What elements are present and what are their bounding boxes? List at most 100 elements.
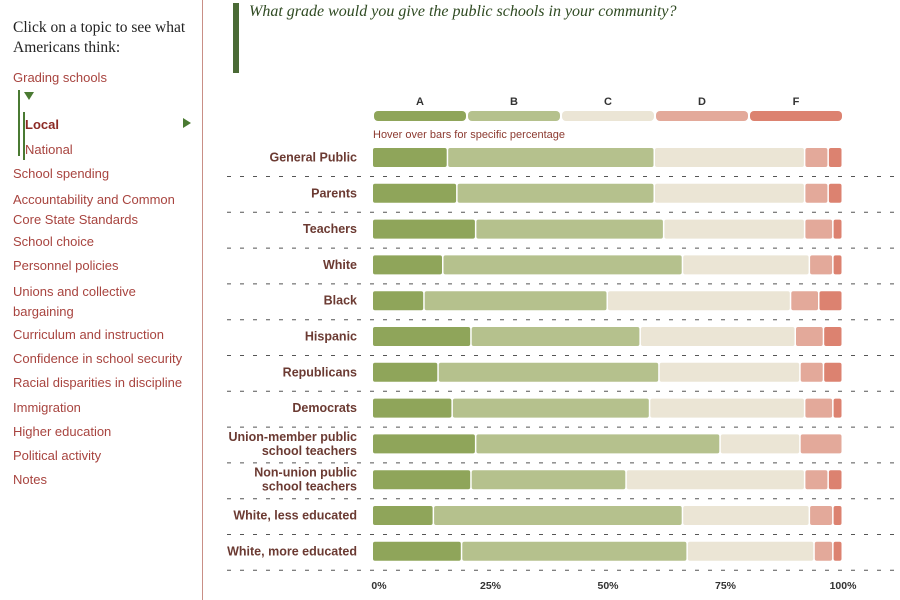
bar-segment-b[interactable] bbox=[471, 327, 640, 346]
question-accent-bar bbox=[233, 3, 239, 73]
bar-segment-c[interactable] bbox=[608, 291, 790, 311]
nav-school-security[interactable]: Confidence in school security bbox=[13, 351, 183, 366]
nav-unions[interactable]: Unions and collective bargaining bbox=[13, 284, 136, 319]
nav-accountability[interactable]: Accountability and Common Core State Sta… bbox=[13, 192, 175, 227]
bar-segment-a[interactable] bbox=[373, 255, 442, 275]
hover-hint: Hover over bars for specific percentage bbox=[373, 129, 565, 141]
nav-school-choice[interactable]: School choice bbox=[13, 234, 94, 249]
bar-segment-d[interactable] bbox=[805, 219, 833, 239]
nav-curriculum[interactable]: Curriculum and instruction bbox=[13, 327, 165, 342]
bar-segment-d[interactable] bbox=[805, 398, 833, 418]
bar-segment-a[interactable] bbox=[373, 470, 471, 490]
bar-segment-a[interactable] bbox=[373, 327, 471, 346]
bar-segment-c[interactable] bbox=[650, 398, 804, 418]
bar-segment-b[interactable] bbox=[457, 183, 654, 203]
x-tick-label: 100% bbox=[830, 580, 858, 592]
bar-segment-b[interactable] bbox=[452, 398, 649, 418]
legend-label-c: C bbox=[604, 96, 612, 108]
bar-segment-a[interactable] bbox=[373, 291, 424, 311]
bar-segment-a[interactable] bbox=[373, 362, 438, 382]
bar-segment-a[interactable] bbox=[373, 183, 457, 203]
bar-segment-b[interactable] bbox=[462, 541, 687, 561]
bar-segment-b[interactable] bbox=[448, 148, 654, 167]
bar-segment-d[interactable] bbox=[810, 255, 833, 275]
legend-label-f: F bbox=[793, 96, 800, 108]
bar-segment-c[interactable] bbox=[659, 362, 800, 382]
bar-segment-f[interactable] bbox=[833, 219, 842, 239]
category-label: Teachers bbox=[303, 222, 357, 236]
bar-segment-b[interactable] bbox=[471, 470, 626, 490]
bar-segment-a[interactable] bbox=[373, 434, 475, 454]
bar-segment-f[interactable] bbox=[819, 291, 842, 311]
x-tick-label: 25% bbox=[480, 580, 502, 592]
nav-racial-disparities[interactable]: Racial disparities in discipline bbox=[13, 375, 183, 390]
category-label: White, less educated bbox=[233, 509, 357, 523]
active-arrow-icon bbox=[183, 118, 191, 128]
bar-segment-f[interactable] bbox=[824, 362, 842, 382]
bar-segment-d[interactable] bbox=[805, 470, 828, 490]
nav-grading-schools[interactable]: Grading schools bbox=[13, 70, 107, 85]
legend-swatch-c bbox=[562, 111, 654, 121]
category-label: White, more educated bbox=[227, 544, 357, 558]
bar-segment-a[interactable] bbox=[373, 148, 447, 167]
category-label: Black bbox=[324, 294, 357, 308]
bar-segment-c[interactable] bbox=[683, 506, 809, 525]
bar-segment-a[interactable] bbox=[373, 506, 433, 525]
bar-segment-d[interactable] bbox=[791, 291, 818, 311]
bar-segment-d[interactable] bbox=[796, 327, 823, 346]
chart-question: What grade would you give the public sch… bbox=[249, 3, 677, 20]
bar-segment-f[interactable] bbox=[828, 470, 842, 490]
bar-segment-c[interactable] bbox=[655, 148, 804, 167]
nav-local[interactable]: Local bbox=[25, 117, 59, 132]
category-label: Parents bbox=[311, 186, 357, 200]
category-label: Republicans bbox=[283, 365, 357, 379]
bar-segment-b[interactable] bbox=[424, 291, 607, 311]
bar-segment-f[interactable] bbox=[833, 255, 842, 275]
bar-segment-c[interactable] bbox=[720, 434, 800, 454]
category-label: Democrats bbox=[292, 401, 357, 415]
bar-segment-c[interactable] bbox=[687, 541, 814, 561]
legend-label-b: B bbox=[510, 96, 518, 108]
category-label: Non-union public school teachers bbox=[254, 466, 357, 494]
bar-segment-d[interactable] bbox=[800, 434, 842, 454]
bar-segment-d[interactable] bbox=[805, 183, 828, 203]
bar-segment-a[interactable] bbox=[373, 219, 475, 239]
bar-segment-a[interactable] bbox=[373, 541, 461, 561]
bar-segment-c[interactable] bbox=[626, 470, 804, 490]
nav-personnel-policies[interactable]: Personnel policies bbox=[13, 258, 119, 273]
bar-segment-f[interactable] bbox=[833, 541, 842, 561]
bar-segment-d[interactable] bbox=[800, 362, 823, 382]
bar-segment-b[interactable] bbox=[438, 362, 659, 382]
bar-segment-f[interactable] bbox=[824, 327, 842, 346]
category-label: Hispanic bbox=[305, 330, 357, 344]
category-label: White bbox=[323, 258, 357, 272]
nav-political-activity[interactable]: Political activity bbox=[13, 448, 102, 463]
bar-segment-c[interactable] bbox=[664, 219, 804, 239]
bar-segment-d[interactable] bbox=[810, 506, 833, 525]
bar-segment-b[interactable] bbox=[434, 506, 682, 525]
bar-segment-c[interactable] bbox=[640, 327, 795, 346]
nav-national[interactable]: National bbox=[25, 142, 73, 157]
nav-school-spending[interactable]: School spending bbox=[13, 166, 110, 181]
legend-swatch-d bbox=[656, 111, 748, 121]
bar-segment-f[interactable] bbox=[828, 148, 842, 167]
x-tick-label: 50% bbox=[597, 580, 619, 592]
bar-segment-d[interactable] bbox=[805, 148, 828, 167]
x-tick-label: 75% bbox=[715, 580, 737, 592]
nav-immigration[interactable]: Immigration bbox=[13, 400, 81, 415]
sidebar: Click on a topic to see what Americans t… bbox=[0, 0, 203, 600]
bar-segment-b[interactable] bbox=[443, 255, 682, 275]
bar-segment-b[interactable] bbox=[476, 219, 663, 239]
bar-segment-f[interactable] bbox=[833, 506, 842, 525]
bar-segment-c[interactable] bbox=[683, 255, 809, 275]
nav-notes[interactable]: Notes bbox=[13, 472, 47, 487]
bar-segment-a[interactable] bbox=[373, 398, 452, 418]
x-tick-label: 0% bbox=[371, 580, 387, 592]
bar-segment-b[interactable] bbox=[476, 434, 720, 454]
bar-segment-c[interactable] bbox=[655, 183, 804, 203]
bar-segment-f[interactable] bbox=[828, 183, 842, 203]
bar-segment-f[interactable] bbox=[833, 398, 842, 418]
nav-tree-line bbox=[18, 90, 20, 156]
nav-higher-education[interactable]: Higher education bbox=[13, 424, 112, 439]
bar-segment-d[interactable] bbox=[814, 541, 833, 561]
